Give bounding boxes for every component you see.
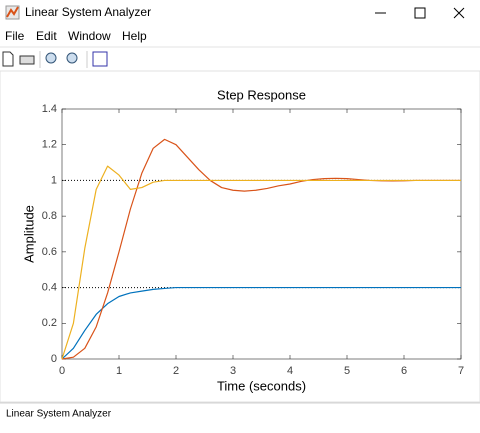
menu-item[interactable]: Help [122,29,147,43]
y-tick-label: 1 [51,174,57,186]
y-tick-label: 0.6 [42,246,57,258]
y-axis-label: Amplitude [21,205,36,263]
x-tick-label: 4 [287,365,293,377]
x-axis-label: Time (seconds) [217,378,306,393]
menu-item[interactable]: Edit [36,29,57,43]
y-tick-label: 0.8 [42,210,57,222]
menu-item[interactable]: File [5,29,25,43]
y-tick-label: 0 [51,353,57,365]
zoom-in-button[interactable] [45,52,57,64]
zoom-out-button[interactable] [66,52,78,64]
series-line [61,286,461,360]
plot-config-button[interactable] [92,51,108,67]
print-button[interactable] [19,55,35,65]
x-tick-label: 5 [344,365,350,377]
axes-bg [61,108,462,360]
app-icon-glyph [6,6,19,18]
status-text: Linear System Analyzer [6,409,112,420]
x-tick-label: 6 [401,365,407,377]
x-tick-label: 0 [59,365,65,377]
y-tick-label: 1.4 [42,103,57,115]
x-tick-label: 1 [116,365,122,377]
x-tick-label: 2 [173,365,179,377]
menu-bar: File Edit Window Help [5,29,147,43]
chart-title: Step Response [217,87,306,102]
window-title: Linear System Analyzer [25,5,151,19]
menu-item[interactable]: Window [68,29,111,43]
x-tick-label: 7 [458,365,464,377]
y-tick-label: 0.4 [42,281,57,293]
plot: Step Response Time (seconds) Amplitude 0 0.2… [21,87,464,393]
close-button[interactable] [453,7,465,19]
x-tick-label: 3 [230,365,236,377]
series-line [61,165,461,360]
maximize-button[interactable] [414,7,426,19]
y-tick-label: 0.2 [42,317,57,329]
y-tick-label: 1.2 [42,139,57,151]
new-button[interactable] [2,51,14,67]
